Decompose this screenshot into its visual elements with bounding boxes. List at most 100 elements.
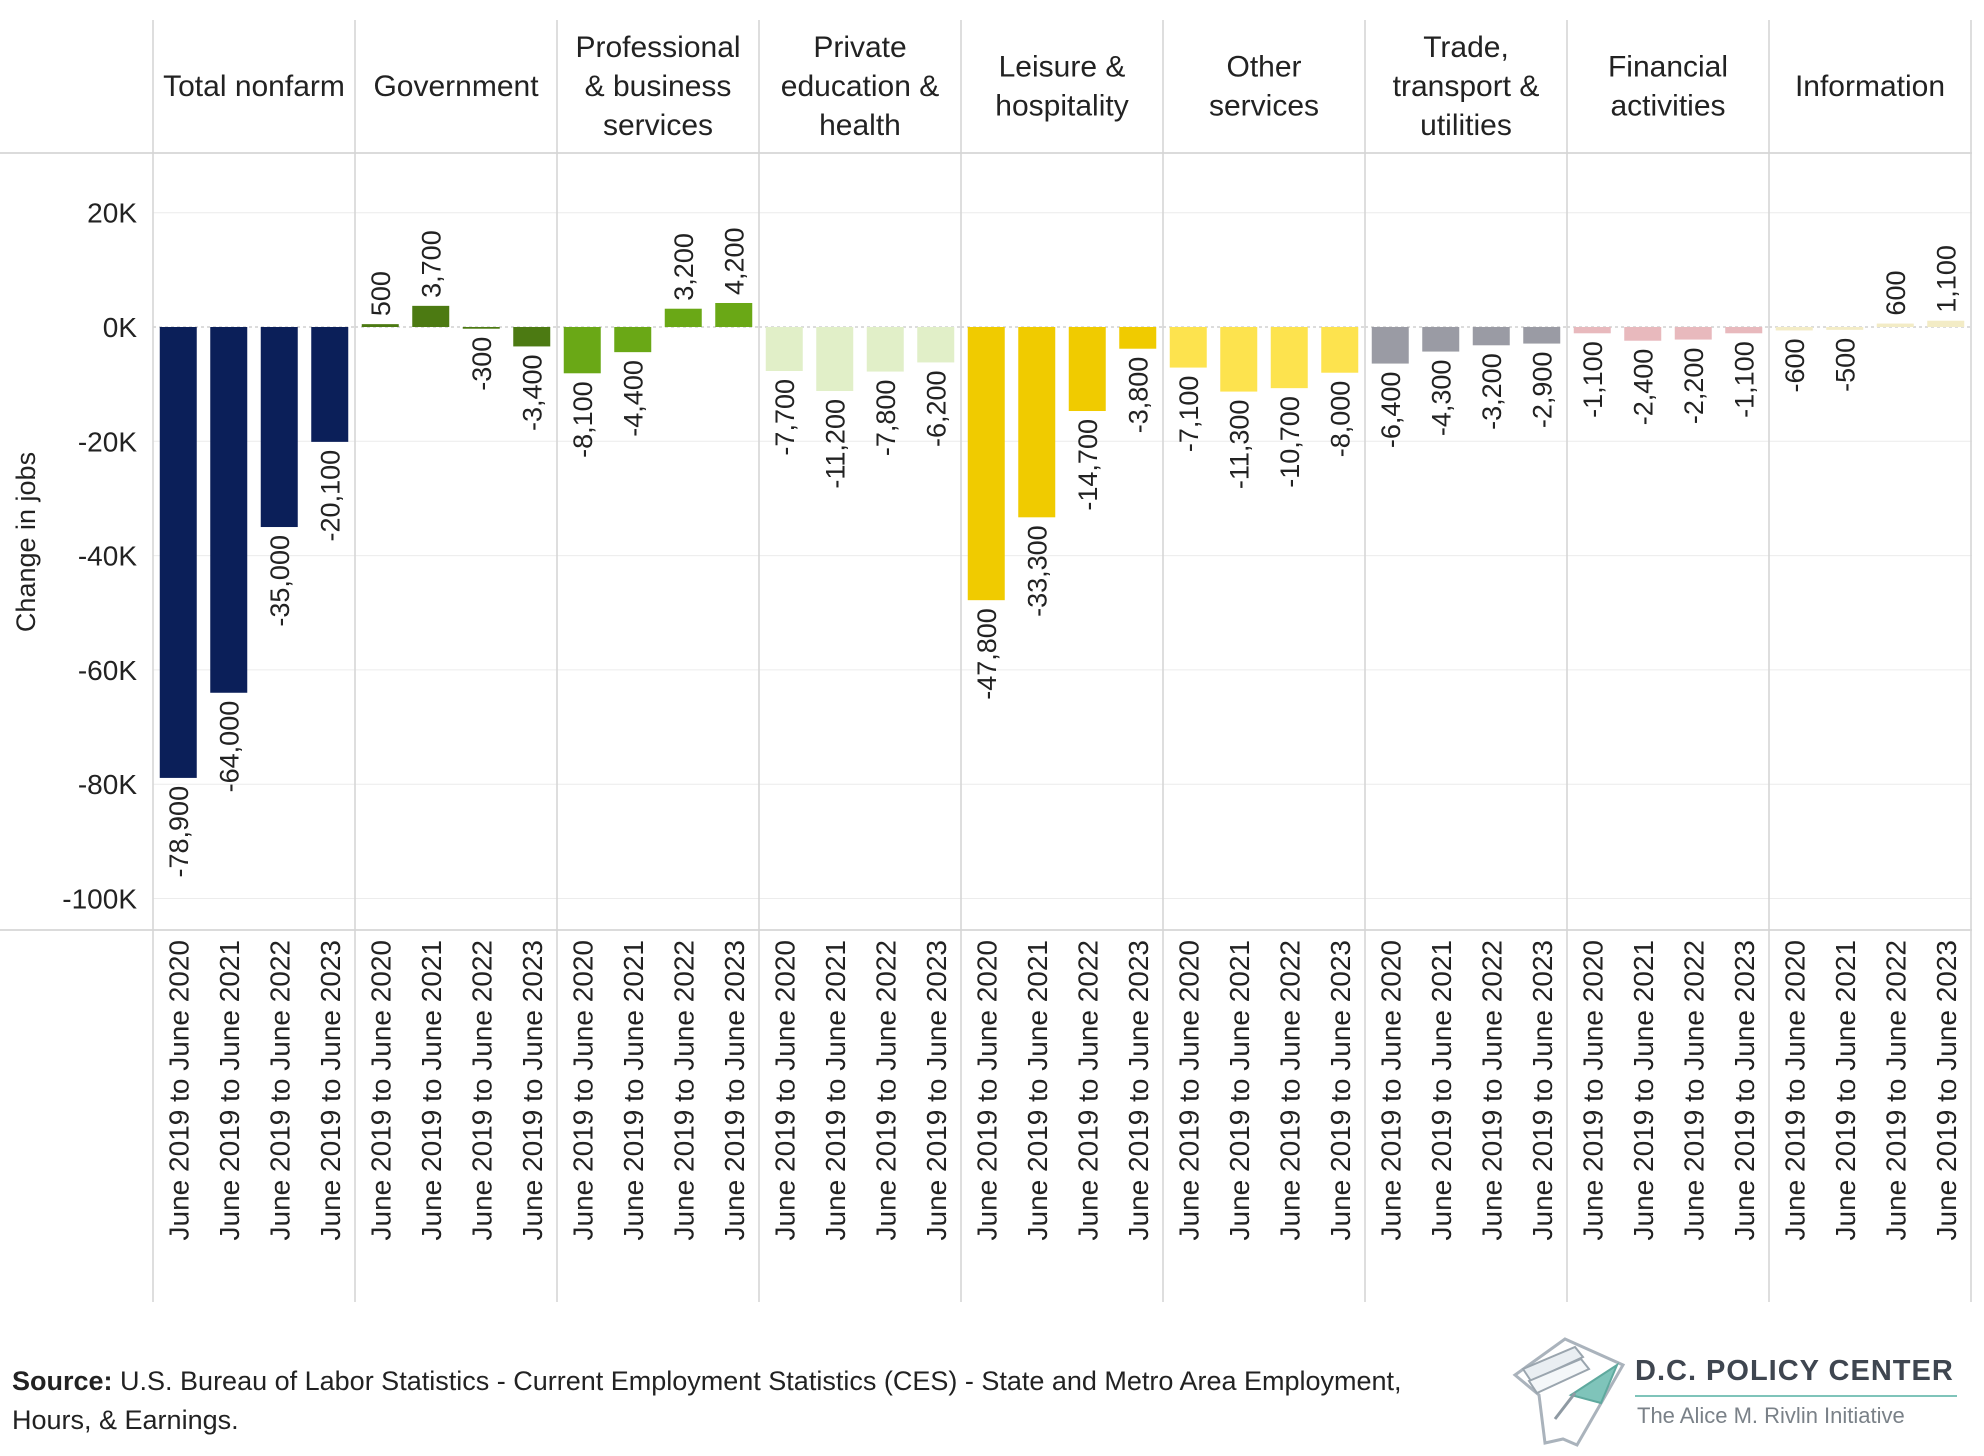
gridlines bbox=[153, 212, 1972, 899]
dc-policy-center-logo: D.C. POLICY CENTER The Alice M. Rivlin I… bbox=[1505, 1335, 1975, 1450]
data-label: -10,700 bbox=[1275, 396, 1305, 488]
bar bbox=[664, 308, 702, 327]
data-label: -11,300 bbox=[1225, 400, 1255, 490]
x-tick-label: June 2019 to June 2021 bbox=[820, 940, 851, 1240]
x-tick-label: June 2019 to June 2020 bbox=[163, 940, 194, 1240]
x-tick-label: June 2019 to June 2021 bbox=[1628, 940, 1659, 1240]
bar bbox=[412, 305, 450, 327]
bar bbox=[1775, 327, 1813, 331]
data-label: 4,200 bbox=[720, 227, 750, 295]
bar bbox=[1018, 327, 1056, 518]
bar bbox=[614, 327, 652, 353]
category-header: Information bbox=[1795, 70, 1945, 103]
x-tick-label: June 2019 to June 2022 bbox=[1880, 940, 1911, 1240]
x-axis: June 2019 to June 2020 June 2019 to June … bbox=[163, 940, 1962, 1240]
source-note: Source: U.S. Bureau of Labor Statistics … bbox=[12, 1362, 1462, 1440]
category-header: Private bbox=[813, 31, 906, 64]
bar bbox=[1321, 327, 1359, 373]
x-tick-label: June 2019 to June 2023 bbox=[719, 940, 750, 1240]
x-tick-label: June 2019 to June 2020 bbox=[1375, 940, 1406, 1240]
bar bbox=[967, 327, 1005, 601]
bar bbox=[361, 324, 399, 327]
x-tick-label: June 2019 to June 2023 bbox=[517, 940, 548, 1240]
category-header: & business bbox=[585, 70, 732, 103]
category-header: education & bbox=[781, 70, 939, 103]
data-label: -600 bbox=[1780, 338, 1810, 392]
data-label: -11,200 bbox=[821, 399, 851, 489]
category-header: hospitality bbox=[995, 90, 1128, 123]
x-tick-label: June 2019 to June 2021 bbox=[1830, 940, 1861, 1240]
x-tick-label: June 2019 to June 2021 bbox=[214, 940, 245, 1240]
x-tick-label: June 2019 to June 2022 bbox=[466, 940, 497, 1240]
y-tick-label: -80K bbox=[78, 769, 137, 800]
y-tick-label: -20K bbox=[78, 426, 137, 457]
data-label: -47,800 bbox=[972, 608, 1002, 700]
bar bbox=[1573, 327, 1611, 334]
category-header: Professional bbox=[575, 31, 740, 64]
source-text: U.S. Bureau of Labor Statistics - Curren… bbox=[12, 1366, 1402, 1435]
bar bbox=[462, 327, 500, 329]
logo-divider bbox=[1635, 1395, 1957, 1397]
bar bbox=[1523, 327, 1561, 344]
y-axis: 20K 0K -20K -40K -60K -80K -100K bbox=[62, 198, 137, 915]
x-tick-label: June 2019 to June 2023 bbox=[1931, 940, 1962, 1240]
x-tick-label: June 2019 to June 2020 bbox=[1577, 940, 1608, 1240]
x-tick-label: June 2019 to June 2023 bbox=[1527, 940, 1558, 1240]
data-label: 3,200 bbox=[669, 233, 699, 301]
data-label: -7,800 bbox=[871, 380, 901, 457]
data-label: -8,000 bbox=[1326, 381, 1356, 458]
data-label: -3,200 bbox=[1477, 353, 1507, 430]
bar bbox=[917, 327, 955, 363]
data-label: -1,100 bbox=[1578, 341, 1608, 418]
bars bbox=[159, 302, 1965, 778]
category-header: Total nonfarm bbox=[163, 70, 345, 103]
data-label: -33,300 bbox=[1023, 525, 1053, 617]
data-label: -8,100 bbox=[568, 381, 598, 458]
x-tick-label: June 2019 to June 2022 bbox=[870, 940, 901, 1240]
data-label: 600 bbox=[1881, 271, 1911, 316]
category-header: transport & bbox=[1393, 70, 1540, 103]
data-label: -4,300 bbox=[1427, 360, 1457, 437]
y-tick-label: -60K bbox=[78, 655, 137, 686]
data-label: -2,900 bbox=[1528, 352, 1558, 429]
bar bbox=[159, 327, 197, 778]
y-tick-label: -100K bbox=[62, 884, 137, 915]
bar bbox=[513, 327, 551, 347]
x-tick-label: June 2019 to June 2021 bbox=[1224, 940, 1255, 1240]
x-tick-label: June 2019 to June 2022 bbox=[668, 940, 699, 1240]
data-label: 3,700 bbox=[417, 230, 447, 298]
bar bbox=[765, 327, 803, 372]
bar bbox=[1169, 327, 1207, 368]
source-label: Source: bbox=[12, 1366, 113, 1396]
data-label: -6,400 bbox=[1376, 372, 1406, 449]
y-axis-title: Change in jobs bbox=[11, 452, 41, 632]
x-tick-label: June 2019 to June 2021 bbox=[416, 940, 447, 1240]
data-label: 500 bbox=[366, 271, 396, 316]
bar bbox=[816, 327, 854, 392]
x-tick-label: June 2019 to June 2022 bbox=[1476, 940, 1507, 1240]
bar bbox=[563, 327, 601, 374]
category-header: Financial bbox=[1608, 51, 1728, 84]
data-label: -1,100 bbox=[1730, 341, 1760, 418]
category-header: Other bbox=[1226, 51, 1301, 84]
data-label: -7,100 bbox=[1174, 376, 1204, 453]
x-tick-label: June 2019 to June 2022 bbox=[1678, 940, 1709, 1240]
bar bbox=[311, 327, 349, 442]
x-tick-label: June 2019 to June 2020 bbox=[971, 940, 1002, 1240]
x-tick-label: June 2019 to June 2022 bbox=[1072, 940, 1103, 1240]
category-headers: Total nonfarm Government Professional & bus… bbox=[163, 31, 1945, 142]
bar bbox=[210, 327, 248, 693]
x-tick-label: June 2019 to June 2022 bbox=[264, 940, 295, 1240]
x-tick-label: June 2019 to June 2023 bbox=[1729, 940, 1760, 1240]
data-label: -2,200 bbox=[1679, 348, 1709, 425]
x-tick-label: June 2019 to June 2020 bbox=[1779, 940, 1810, 1240]
x-tick-label: June 2019 to June 2021 bbox=[1426, 940, 1457, 1240]
bar bbox=[1220, 327, 1258, 392]
bar bbox=[1674, 327, 1712, 340]
category-header: services bbox=[603, 109, 713, 142]
x-tick-label: June 2019 to June 2021 bbox=[1022, 940, 1053, 1240]
bar bbox=[866, 327, 904, 372]
data-label: -6,200 bbox=[922, 370, 952, 447]
data-label: -64,000 bbox=[215, 701, 245, 793]
category-header: Trade, bbox=[1423, 31, 1509, 64]
